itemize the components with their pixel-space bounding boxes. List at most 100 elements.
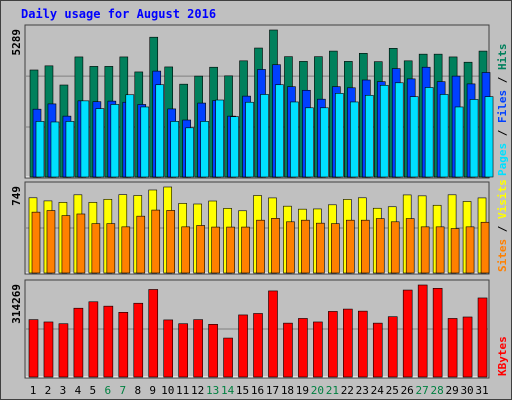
bar-sites-day-31 [480, 221, 490, 274]
bar-pages-day-18 [290, 101, 299, 178]
bar-pages-day-17 [275, 84, 284, 178]
bar-sites-day-26 [405, 218, 415, 274]
panel-visits-sites: 749 Sites / Visits [10, 179, 509, 275]
bar-pages-day-14 [230, 116, 239, 178]
day-label-27: 27 [416, 384, 429, 397]
bar-kbytes-day-8 [133, 302, 144, 378]
day-label-17: 17 [266, 384, 279, 397]
bar-kbytes-day-6 [103, 305, 114, 378]
bar-pages-day-1 [35, 121, 45, 178]
bar-sites-day-1 [31, 211, 41, 274]
bar-kbytes-day-1 [28, 319, 39, 378]
bar-kbytes-day-4 [73, 307, 84, 378]
bar-kbytes-day-25 [387, 316, 398, 378]
bar-pages-day-3 [65, 121, 75, 178]
day-label-22: 22 [341, 384, 354, 397]
bar-pages-day-28 [439, 94, 449, 178]
bar-sites-day-4 [76, 213, 86, 274]
bar-pages-day-27 [424, 87, 434, 178]
bar-pages-day-13 [215, 99, 224, 178]
bar-kbytes-day-21 [328, 311, 338, 378]
bar-sites-day-25 [390, 221, 400, 274]
bar-pages-day-26 [409, 96, 419, 178]
legend-visits-sites: Sites / Visits [496, 179, 509, 272]
max-label-kbytes: 314269 [10, 284, 23, 324]
bar-sites-day-8 [136, 215, 146, 274]
bar-sites-day-19 [301, 219, 310, 274]
day-label-6: 6 [105, 384, 112, 397]
bar-pages-day-22 [350, 101, 359, 178]
bar-sites-day-22 [346, 219, 355, 274]
bar-pages-day-5 [95, 108, 105, 178]
bar-sites-day-2 [46, 210, 56, 274]
day-label-18: 18 [281, 384, 294, 397]
legend-hits-files-pages: Pages / Files / Hits [496, 44, 509, 177]
bar-pages-day-31 [484, 96, 494, 178]
bar-kbytes-day-11 [178, 323, 188, 378]
day-label-8: 8 [134, 384, 141, 397]
bar-kbytes-day-29 [447, 318, 458, 378]
day-label-30: 30 [460, 384, 473, 397]
legend-separator: / [496, 219, 509, 239]
bar-pages-day-7 [125, 94, 135, 178]
bar-kbytes-day-28 [432, 287, 443, 378]
bar-kbytes-day-27 [417, 284, 428, 378]
legend-item-kbytes: KBytes [496, 336, 509, 376]
bar-kbytes-day-13 [208, 324, 218, 378]
bar-pages-day-16 [260, 94, 269, 178]
bar-pages-day-4 [80, 100, 90, 178]
bar-sites-day-28 [435, 226, 445, 274]
bar-kbytes-day-20 [313, 321, 323, 378]
bar-pages-day-24 [379, 84, 389, 178]
bar-kbytes-day-18 [283, 322, 293, 378]
bar-kbytes-day-22 [343, 308, 353, 378]
bar-sites-day-29 [450, 228, 460, 274]
bar-kbytes-day-24 [372, 322, 383, 378]
day-label-31: 31 [475, 384, 488, 397]
bar-sites-day-5 [91, 223, 101, 274]
legend-item-visits: Visits [496, 179, 509, 219]
bar-sites-day-11 [181, 226, 190, 274]
bar-kbytes-day-14 [223, 337, 233, 378]
bar-sites-day-18 [286, 221, 295, 274]
day-label-11: 11 [176, 384, 189, 397]
bar-kbytes-day-12 [193, 319, 203, 378]
day-label-7: 7 [119, 384, 126, 397]
day-label-9: 9 [149, 384, 156, 397]
day-label-20: 20 [311, 384, 324, 397]
chart-title: Daily usage for August 2016 [21, 7, 216, 21]
bar-pages-day-6 [110, 104, 120, 178]
day-label-3: 3 [60, 384, 67, 397]
bar-kbytes-day-2 [43, 321, 54, 378]
bar-pages-day-12 [200, 121, 209, 178]
day-label-10: 10 [161, 384, 174, 397]
day-label-1: 1 [30, 384, 37, 397]
day-label-5: 5 [90, 384, 97, 397]
bar-kbytes-day-30 [462, 316, 473, 378]
legend-item-sites: Sites [496, 239, 509, 272]
bar-kbytes-day-19 [298, 318, 308, 378]
bar-sites-day-23 [360, 219, 370, 274]
bar-pages-day-19 [305, 107, 314, 178]
bar-kbytes-day-10 [163, 319, 174, 378]
bar-kbytes-day-31 [477, 297, 488, 378]
bar-pages-day-25 [394, 82, 404, 178]
bar-kbytes-day-5 [88, 301, 99, 378]
day-label-29: 29 [445, 384, 458, 397]
bar-pages-day-23 [364, 94, 374, 178]
bar-sites-day-20 [316, 222, 325, 274]
day-label-28: 28 [431, 384, 444, 397]
bar-sites-day-9 [151, 209, 161, 274]
bar-pages-day-9 [155, 84, 165, 178]
bar-kbytes-day-9 [148, 289, 159, 378]
day-label-21: 21 [326, 384, 339, 397]
day-label-2: 2 [45, 384, 52, 397]
day-label-26: 26 [401, 384, 414, 397]
day-label-19: 19 [296, 384, 309, 397]
bar-kbytes-day-15 [238, 314, 248, 378]
bar-pages-day-8 [140, 106, 150, 178]
panel-hits-files-pages: 5289 Pages / Files / Hits [10, 24, 509, 179]
legend-item-files: Files [496, 90, 509, 123]
